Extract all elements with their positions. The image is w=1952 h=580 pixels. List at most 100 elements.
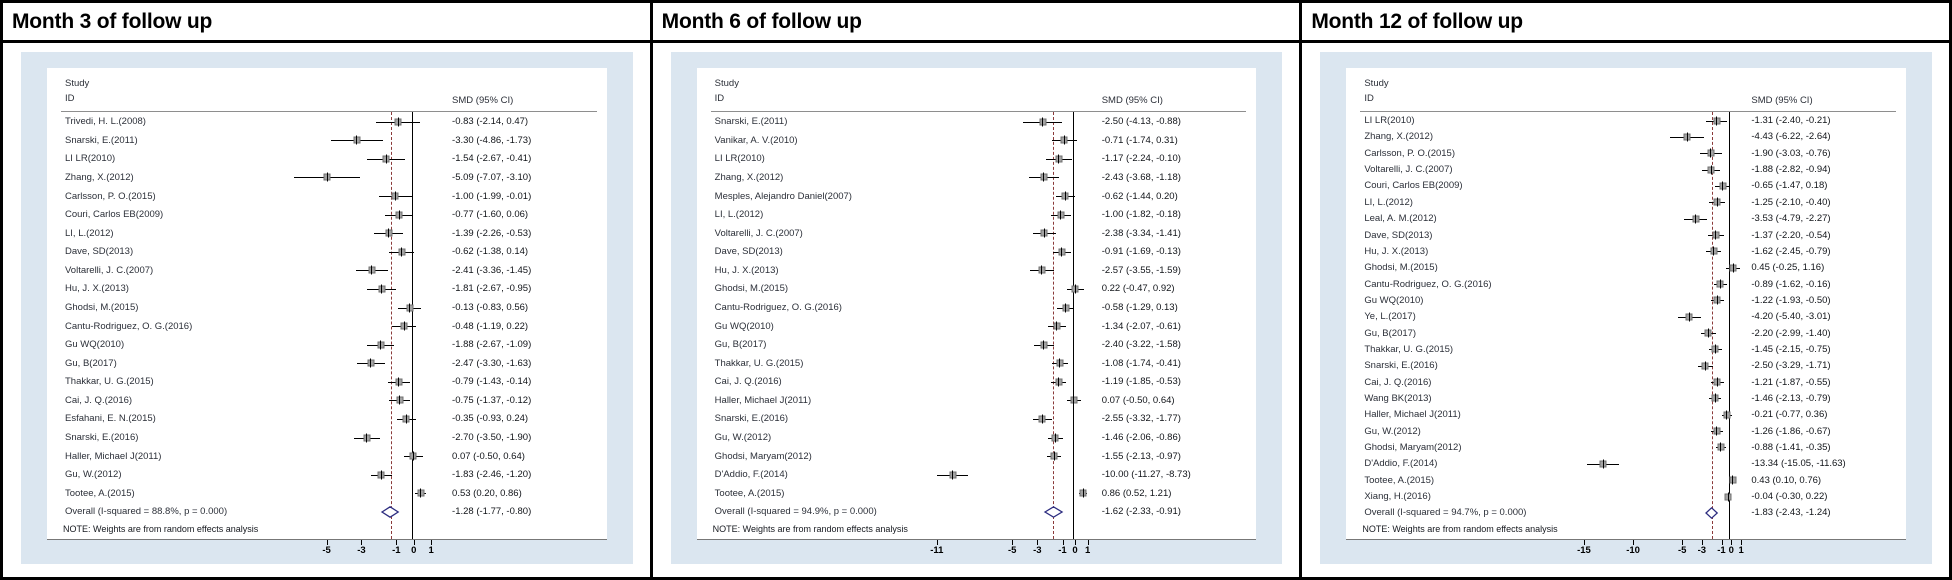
axis-tick (396, 540, 398, 545)
axis-tick (1012, 540, 1014, 545)
overall-row: Overall (I-squared = 94.7%, p = 0.000) -1… (1360, 505, 1896, 521)
effect-marker (1051, 434, 1059, 442)
effect-marker (1729, 264, 1737, 272)
study-label: Gu, W.(2012) (1364, 425, 1421, 437)
study-header-line1: Study (714, 78, 739, 89)
study-row: Thakkar, U. G.(2015) -1.08 (-1.74, -0.41) (711, 354, 1247, 373)
overall-diamond-shape (1045, 507, 1062, 517)
note-text: NOTE: Weights are from random effects an… (63, 524, 259, 534)
smd-value: -0.21 (-0.77, 0.36) (1751, 409, 1828, 421)
note-text: NOTE: Weights are from random effects an… (712, 524, 908, 534)
smd-header: SMD (95% CI) (1751, 95, 1813, 107)
study-rows: Trivedi, H. L.(2008) -0.83 (-2.14, 0.47) S… (61, 112, 597, 521)
overall-smd-value: -1.62 (-2.33, -0.91) (1101, 506, 1181, 518)
smd-value: -2.57 (-3.55, -1.59) (1101, 264, 1181, 276)
effect-marker (385, 229, 393, 237)
overall-diamond-shape (382, 507, 398, 517)
zero-line (412, 112, 414, 539)
axis-tick (431, 540, 433, 545)
smd-value: -0.04 (-0.30, 0.22) (1751, 491, 1828, 503)
study-row: Haller, Michael J(2011) -0.21 (-0.77, 0.3… (1360, 407, 1896, 423)
study-row: Cai, J. Q.(2016) -1.19 (-1.85, -0.53) (711, 373, 1247, 392)
effect-marker (1707, 166, 1715, 174)
effect-marker (368, 266, 376, 274)
study-label: Trivedi, H. L.(2008) (65, 116, 146, 128)
effect-marker (353, 136, 361, 144)
effect-marker (402, 415, 410, 423)
smd-value: -1.19 (-1.85, -0.53) (1101, 376, 1181, 388)
study-row: D'Addio, F.(2014) -10.00 (-11.27, -8.73) (711, 465, 1247, 484)
study-row: LI, L.(2012) -1.39 (-2.26, -0.53) (61, 224, 597, 243)
effect-marker (1040, 341, 1048, 349)
header-divider (1360, 111, 1897, 113)
smd-value: -1.83 (-2.46, -1.20) (452, 469, 532, 481)
study-label: Snarski, E.(2016) (714, 413, 789, 425)
x-axis: -5 -3 -1 0 1 (47, 540, 607, 560)
smd-value: -4.20 (-5.40, -3.01) (1751, 311, 1831, 323)
study-label: Zhang, X.(2012) (65, 171, 134, 183)
smd-value: -1.45 (-2.15, -0.75) (1751, 343, 1831, 355)
smd-value: -2.70 (-3.50, -1.90) (452, 432, 532, 444)
study-label: Cai, J. Q.(2016) (1364, 376, 1432, 388)
overall-label: Overall (I-squared = 94.7%, p = 0.000) (1364, 507, 1527, 519)
smd-value: -1.90 (-3.03, -0.76) (1751, 147, 1831, 159)
study-label: Ghodsi, M.(2015) (65, 302, 139, 313)
smd-value: -0.75 (-1.37, -0.12) (452, 394, 532, 406)
study-row: Voltarelli, J. C.(2007) -1.88 (-2.82, -0.… (1360, 161, 1896, 177)
effect-marker (1713, 296, 1721, 304)
axis-tick (1731, 540, 1733, 545)
study-label: Gu WQ(2010) (714, 320, 774, 332)
study-row: LI, L.(2012) -1.00 (-1.82, -0.18) (711, 205, 1247, 224)
study-row: Ghodsi, Maryam(2012) -1.55 (-2.13, -0.97) (711, 447, 1247, 466)
panel-card: Study ID SMD (95% CI) Snarski, E.(2011) -2.5… (670, 52, 1283, 564)
study-label: Dave, SD(2013) (65, 246, 134, 258)
axis-tick-label: 0 (1072, 545, 1078, 556)
smd-value: -0.48 (-1.19, 0.22) (452, 320, 529, 332)
study-row: Trivedi, H. L.(2008) -0.83 (-2.14, 0.47) (61, 112, 597, 131)
study-label: D'Addio, F.(2014) (1364, 458, 1438, 470)
study-row: Zhang, X.(2012) -5.09 (-7.07, -3.10) (61, 168, 597, 187)
axis-tick-label: 1 (428, 545, 434, 556)
study-row: Mesples, Alejandro Daniel(2007) -0.62 (-1… (711, 187, 1247, 206)
effect-marker (1040, 173, 1048, 181)
smd-value: -4.43 (-6.22, -2.64) (1751, 131, 1831, 143)
study-row: Cantu-Rodriguez, O. G.(2016) -0.48 (-1.19… (61, 317, 597, 336)
smd-value: 0.43 (0.10, 0.76) (1751, 474, 1822, 486)
smd-value: 0.22 (-0.47, 0.92) (1101, 283, 1175, 295)
plot-area: Study ID SMD (95% CI) LI LR(2010) -1.31 (-2.… (1346, 68, 1907, 540)
smd-value: -1.22 (-1.93, -0.50) (1751, 294, 1831, 306)
axis-tick-label: -10 (1626, 545, 1640, 556)
axis-tick (1633, 540, 1635, 545)
study-row: Gu WQ(2010) -1.34 (-2.07, -0.61) (711, 317, 1247, 336)
effect-marker (1713, 117, 1720, 125)
axis-tick-label: -1 (392, 545, 401, 556)
effect-marker (1040, 229, 1048, 237)
study-row: Dave, SD(2013) -1.37 (-2.20, -0.54) (1360, 227, 1896, 243)
study-label: Gu, B(2017) (65, 357, 117, 369)
study-label: Cantu-Rodriguez, O. G.(2016) (65, 320, 193, 332)
study-row: Wang BK(2013) -1.46 (-2.13, -0.79) (1360, 390, 1896, 406)
smd-value: -1.34 (-2.07, -0.61) (1101, 320, 1181, 332)
smd-value: -0.71 (-1.74, 0.31) (1101, 134, 1178, 146)
study-row: Tootee, A.(2015) 0.86 (0.52, 1.21) (711, 484, 1247, 503)
study-label: LI, L.(2012) (714, 209, 764, 221)
axis-tick-label: -3 (1033, 545, 1042, 556)
smd-value: -1.54 (-2.67, -0.41) (452, 153, 532, 165)
axis-tick-label: -3 (357, 545, 366, 556)
study-label: Zhang, X.(2012) (1364, 131, 1433, 143)
effect-marker (1050, 452, 1058, 460)
study-header-line1: Study (65, 78, 90, 89)
axis-tick-label: 1 (1084, 545, 1091, 556)
study-row: Gu, W.(2012) -1.26 (-1.86, -0.67) (1360, 423, 1896, 439)
axis-tick (936, 540, 938, 545)
study-row: Leal, A. M.(2012) -3.53 (-4.79, -2.27) (1360, 211, 1896, 227)
study-label: Carlsson, P. O.(2015) (1364, 147, 1455, 159)
effect-marker (1056, 359, 1064, 367)
smd-value: -0.91 (-1.69, -0.13) (1101, 246, 1181, 258)
overall-row: Overall (I-squared = 94.9%, p = 0.000) -1… (711, 503, 1247, 522)
effect-marker (1057, 211, 1065, 219)
study-rows: Snarski, E.(2011) -2.50 (-4.13, -0.88) Van… (711, 112, 1247, 521)
study-header-line2: ID (1364, 92, 1374, 104)
overall-diamond-shape (1706, 508, 1717, 518)
smd-value: -1.88 (-2.67, -1.09) (452, 339, 532, 351)
